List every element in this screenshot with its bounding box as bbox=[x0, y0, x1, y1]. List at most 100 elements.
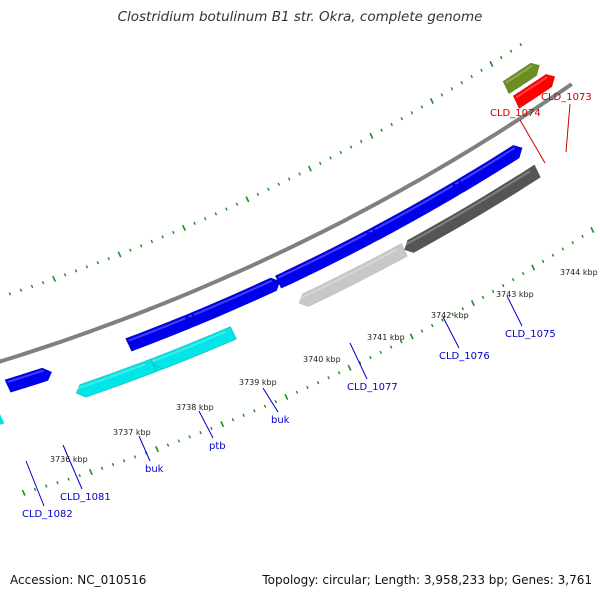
tick-mark bbox=[274, 399, 278, 404]
gene-label-cld-1081[interactable]: CLD_1081 bbox=[60, 492, 111, 503]
gene-label-cld-1082[interactable]: CLD_1082 bbox=[22, 509, 73, 520]
tick-label: 3742 kbp bbox=[431, 311, 469, 320]
gene-shape[interactable] bbox=[75, 358, 158, 398]
genome-backbone bbox=[0, 82, 573, 364]
gene-shape-cld-1074[interactable] bbox=[502, 62, 540, 95]
tick-mark bbox=[96, 261, 100, 265]
tick-mark bbox=[193, 221, 196, 225]
tick-mark bbox=[470, 74, 473, 79]
tick-mark bbox=[150, 239, 154, 244]
tick-mark bbox=[263, 404, 267, 408]
topology-text: Topology: circular; Length: 3,958,233 bp… bbox=[262, 573, 592, 587]
tick-mark bbox=[295, 390, 299, 394]
tick-mark bbox=[21, 489, 26, 496]
tick-mark bbox=[107, 256, 110, 261]
tick-mark bbox=[451, 312, 454, 317]
gene-shape-cld-1077-highlight bbox=[298, 248, 397, 300]
gene-shape[interactable] bbox=[125, 315, 195, 352]
gene-shape-highlight bbox=[76, 363, 146, 390]
leader-line bbox=[198, 410, 214, 439]
tick-mark bbox=[327, 376, 330, 380]
gene-label-buk[interactable]: buk bbox=[145, 464, 164, 475]
tick-mark bbox=[400, 116, 404, 121]
tick-mark bbox=[172, 230, 175, 235]
tick-mark bbox=[318, 161, 322, 165]
gene-label-cld-1075[interactable]: CLD_1075 bbox=[505, 329, 556, 340]
tick-mark bbox=[430, 323, 434, 328]
tick-mark bbox=[30, 284, 34, 289]
tick-mark bbox=[571, 241, 574, 245]
gene-shape-highlight bbox=[193, 279, 273, 316]
leader-line bbox=[565, 103, 571, 153]
gene-labels: CLD_1082 CLD_1081 buk ptb buk CLD_1077 CLD_107… bbox=[22, 92, 592, 520]
tick-mark bbox=[390, 122, 393, 127]
tick-mark bbox=[177, 439, 181, 443]
tick-mark bbox=[129, 248, 132, 252]
leader-line bbox=[262, 387, 279, 413]
tick-mark bbox=[188, 435, 192, 439]
gene-shape[interactable] bbox=[153, 326, 237, 370]
tick-mark bbox=[551, 253, 555, 257]
tick-mark bbox=[242, 413, 245, 417]
tick-mark bbox=[441, 318, 444, 322]
gene-label-cld-1077[interactable]: CLD_1077 bbox=[347, 382, 398, 393]
leader-line bbox=[519, 119, 546, 164]
tick-mark bbox=[409, 333, 414, 340]
tick-mark bbox=[220, 421, 225, 428]
gene-shape[interactable] bbox=[371, 182, 461, 241]
tick-mark bbox=[359, 139, 363, 144]
tick-mark bbox=[420, 329, 424, 333]
tick-mark bbox=[287, 177, 291, 181]
tick-mark bbox=[63, 273, 67, 277]
tick-label: 3738 kbp bbox=[176, 403, 214, 412]
gene-shape-cld-1073[interactable] bbox=[512, 73, 556, 110]
tick-label: 3744 kbp bbox=[560, 268, 598, 277]
gene-shape-cld-1076[interactable] bbox=[404, 164, 541, 254]
tick-mark bbox=[166, 443, 170, 447]
tick-mark bbox=[225, 207, 228, 211]
gene-shape[interactable] bbox=[457, 144, 523, 193]
tick-label: 3736 kbp bbox=[50, 455, 88, 464]
gene-shape[interactable] bbox=[190, 277, 281, 326]
tick-label: 3743 kbp bbox=[496, 290, 534, 299]
tick-mark bbox=[85, 265, 89, 269]
gene-shape[interactable] bbox=[274, 230, 376, 289]
gene-label-cld-1074[interactable]: CLD_1074 bbox=[490, 108, 541, 119]
backbone bbox=[0, 82, 573, 364]
tick-mark bbox=[531, 264, 536, 271]
tick-labels: 3736 kbp 3737 kbp 3738 kbp 3739 kbp 3740 kbp… bbox=[50, 268, 598, 464]
tick-mark bbox=[235, 202, 239, 206]
tick-mark bbox=[245, 196, 250, 203]
tick-mark bbox=[133, 455, 137, 459]
gene-shape-highlight bbox=[153, 331, 226, 362]
gene-label-buk[interactable]: buk bbox=[271, 415, 290, 426]
tick-marks bbox=[0, 42, 595, 496]
tick-mark bbox=[358, 361, 362, 365]
tick-mark bbox=[306, 385, 309, 390]
tick-mark bbox=[379, 350, 383, 355]
label-leaders bbox=[25, 103, 571, 507]
tick-mark bbox=[67, 477, 70, 481]
gene-label-cld-1076[interactable]: CLD_1076 bbox=[439, 351, 490, 362]
tick-mark bbox=[521, 271, 525, 276]
tick-mark bbox=[316, 380, 320, 385]
tick-label: 3741 kbp bbox=[367, 333, 405, 342]
tick-mark bbox=[19, 288, 23, 292]
gene-label-cld-1073[interactable]: CLD_1073 bbox=[541, 92, 592, 103]
accession-text: Accession: NC_010516 bbox=[10, 573, 147, 587]
tick-mark bbox=[139, 244, 143, 248]
tick-mark bbox=[337, 371, 341, 375]
gene-shape-buk[interactable] bbox=[4, 367, 53, 393]
gene-shape-highlight bbox=[128, 317, 187, 342]
gene-label-ptb[interactable]: ptb bbox=[209, 441, 226, 452]
tick-mark bbox=[369, 132, 374, 139]
tick-mark bbox=[284, 393, 289, 401]
map-title: Clostridium botulinum B1 str. Okra, comp… bbox=[117, 9, 483, 25]
tick-mark bbox=[590, 226, 595, 233]
tick-mark bbox=[214, 212, 218, 216]
gene-shape-cld-1081[interactable] bbox=[0, 411, 5, 429]
tick-mark bbox=[339, 150, 343, 155]
gene-shape-highlight bbox=[374, 184, 454, 231]
tick-mark bbox=[489, 60, 494, 67]
